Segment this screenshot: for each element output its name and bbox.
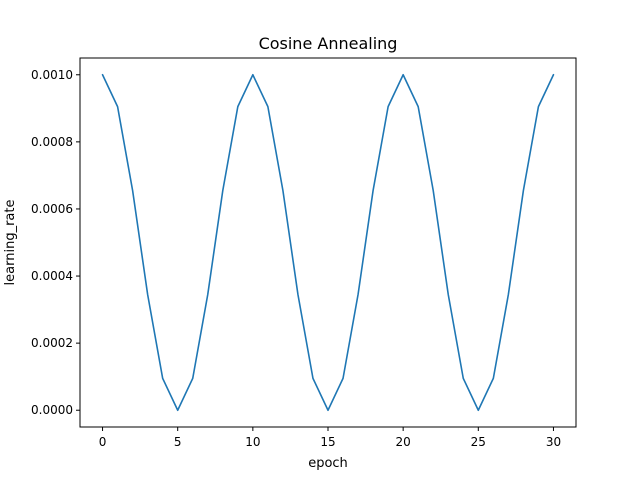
- x-tick-label: 30: [546, 435, 561, 449]
- y-tick-label: 0.0000: [31, 403, 73, 417]
- series-line-0: [101, 73, 555, 412]
- x-tick-label: 5: [174, 435, 182, 449]
- chart-title: Cosine Annealing: [259, 34, 398, 53]
- x-tick-label: 0: [99, 435, 107, 449]
- y-tick-label: 0.0006: [31, 202, 73, 216]
- y-axis-label: learning_rate: [3, 200, 18, 286]
- y-tick-label: 0.0010: [31, 68, 73, 82]
- x-tick-label: 10: [245, 435, 260, 449]
- x-axis: 0 5 10 15 20 25 30: [99, 427, 561, 449]
- y-axis: 0.0000 0.0002 0.0004 0.0006 0.0008 0.0010: [31, 68, 80, 417]
- x-tick-label: 20: [396, 435, 411, 449]
- x-tick-label: 15: [320, 435, 335, 449]
- x-axis-label: epoch: [308, 456, 348, 471]
- y-tick-label: 0.0008: [31, 135, 73, 149]
- x-tick-label: 25: [471, 435, 486, 449]
- plot-series: [101, 73, 555, 412]
- plot-frame: [79, 57, 577, 428]
- y-tick-label: 0.0002: [31, 336, 73, 350]
- y-tick-label: 0.0004: [31, 269, 73, 283]
